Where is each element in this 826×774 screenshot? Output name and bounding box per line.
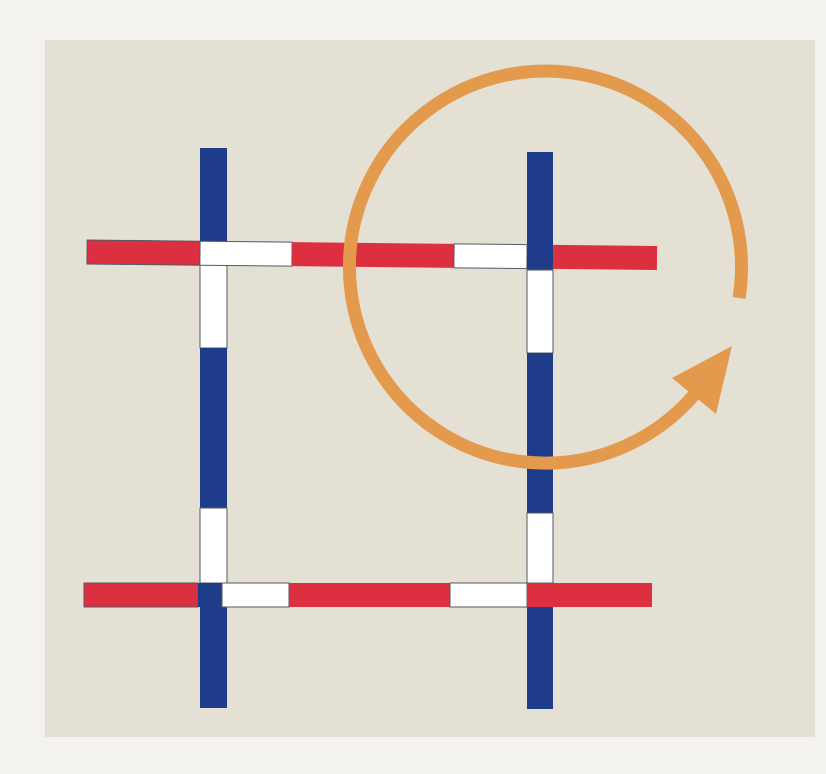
horizontal-bar-bottom	[84, 583, 652, 607]
vertical-bar-left-white-lower	[200, 508, 227, 583]
vertical-bar-right-segment-middle	[527, 353, 553, 513]
horizontal-bar-bottom-white-2	[450, 583, 527, 607]
horizontal-bar-top-segment-3	[553, 245, 657, 270]
horizontal-bar-top-white-1	[200, 241, 292, 266]
horizontal-bar-bottom-crossing-left	[198, 583, 222, 607]
vertical-bar-left	[200, 148, 227, 708]
horizontal-bar-top-segment-1	[87, 240, 200, 265]
horizontal-bar-bottom-segment-2	[289, 583, 450, 607]
vertical-bar-left-segment-middle	[200, 348, 227, 508]
horizontal-bar-top-segment-2	[292, 242, 454, 268]
horizontal-bar-top	[87, 240, 657, 270]
vertical-bar-left-segment-top	[200, 148, 227, 242]
vertical-bar-right	[527, 152, 553, 709]
horizontal-bar-top-crossing-right	[527, 245, 553, 269]
vertical-bar-right-white-lower	[527, 513, 553, 583]
horizontal-bar-top-white-2	[454, 244, 527, 269]
horizontal-bar-bottom-segment-1	[84, 583, 198, 607]
horizontal-bar-bottom-white-1	[222, 583, 289, 607]
vertical-bar-right-white-upper	[527, 270, 553, 353]
horizontal-bar-bottom-segment-3	[527, 583, 652, 607]
